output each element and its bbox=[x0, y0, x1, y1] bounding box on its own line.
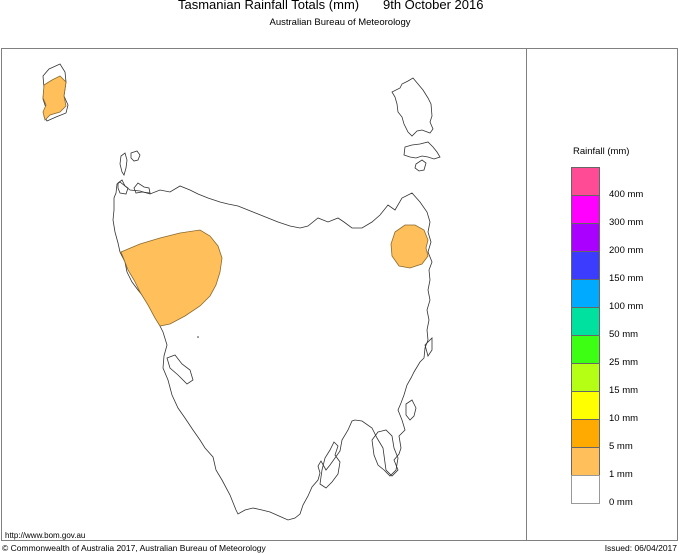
legend-label: 5 mm bbox=[609, 441, 633, 452]
legend-label: 100 mm bbox=[609, 301, 644, 312]
schouten-island-outline bbox=[424, 337, 433, 357]
legend-label: 150 mm bbox=[609, 273, 644, 284]
legend-label: 15 mm bbox=[609, 385, 639, 396]
clarke-island-outline bbox=[414, 159, 427, 172]
legend-swatch-400plus bbox=[571, 167, 600, 195]
macquarie-harbour-outline bbox=[166, 354, 194, 385]
rainfall-area-north-east bbox=[390, 224, 429, 269]
flinders-island-outline bbox=[391, 77, 434, 137]
rainfall-area-king-island bbox=[42, 75, 67, 121]
legend-swatch-5-10 bbox=[571, 419, 600, 447]
maria-island-outline bbox=[405, 399, 417, 421]
map-title-row: Tasmanian Rainfall Totals (mm) 9th Octob… bbox=[0, 0, 680, 15]
legend-label: 300 mm bbox=[609, 217, 644, 228]
tasman-peninsula-outline bbox=[371, 429, 399, 477]
walker-island-outline bbox=[133, 182, 151, 194]
legend-title: Rainfall (mm) bbox=[573, 146, 630, 157]
issued-date: Issued: 06/04/2017 bbox=[604, 543, 677, 553]
legend-swatch-150-200 bbox=[571, 251, 600, 279]
legend-label: 400 mm bbox=[609, 189, 644, 200]
legend-label: 25 mm bbox=[609, 357, 639, 368]
legend-label: 200 mm bbox=[609, 245, 644, 256]
legend-label: 10 mm bbox=[609, 413, 639, 424]
legend-label: 1 mm bbox=[609, 469, 633, 480]
copyright-notice: © Commonwealth of Australia 2017, Austra… bbox=[2, 543, 266, 553]
robbins-island-outline bbox=[130, 150, 141, 162]
legend-label: 50 mm bbox=[609, 329, 639, 340]
legend-swatch-1-5 bbox=[571, 447, 600, 475]
cape-barren-island-outline bbox=[403, 141, 441, 160]
legend-swatch-15-25 bbox=[571, 363, 600, 391]
legend-swatch-300-400 bbox=[571, 195, 600, 223]
tasmania-mainland-outline bbox=[112, 181, 433, 521]
legend-swatch-50-100 bbox=[571, 307, 600, 335]
map-subtitle: Australian Bureau of Meteorology bbox=[269, 17, 411, 28]
map-frame bbox=[1, 48, 678, 541]
rainfall-area-north-west bbox=[120, 229, 223, 327]
map-title: Tasmanian Rainfall Totals (mm) bbox=[178, 0, 360, 12]
three-hummock-island-outline bbox=[119, 152, 128, 176]
legend-swatch-25-50 bbox=[571, 335, 600, 363]
legend-swatch-0-1 bbox=[571, 475, 600, 504]
small-island-dot bbox=[197, 336, 199, 338]
legend-label: 0 mm bbox=[609, 497, 633, 508]
legend-swatch-100-150 bbox=[571, 279, 600, 307]
hunter-island-outline bbox=[117, 179, 129, 195]
bom-url-link[interactable]: http://www.bom.gov.au bbox=[5, 531, 86, 540]
tasmania-map bbox=[42, 63, 441, 521]
legend-color-bar bbox=[571, 167, 600, 504]
legend-swatch-10-15 bbox=[571, 391, 600, 419]
legend-divider bbox=[526, 48, 527, 541]
map-date: 9th October 2016 bbox=[383, 0, 484, 12]
bruny-island-outline bbox=[319, 441, 341, 489]
legend-swatch-200-300 bbox=[571, 223, 600, 251]
